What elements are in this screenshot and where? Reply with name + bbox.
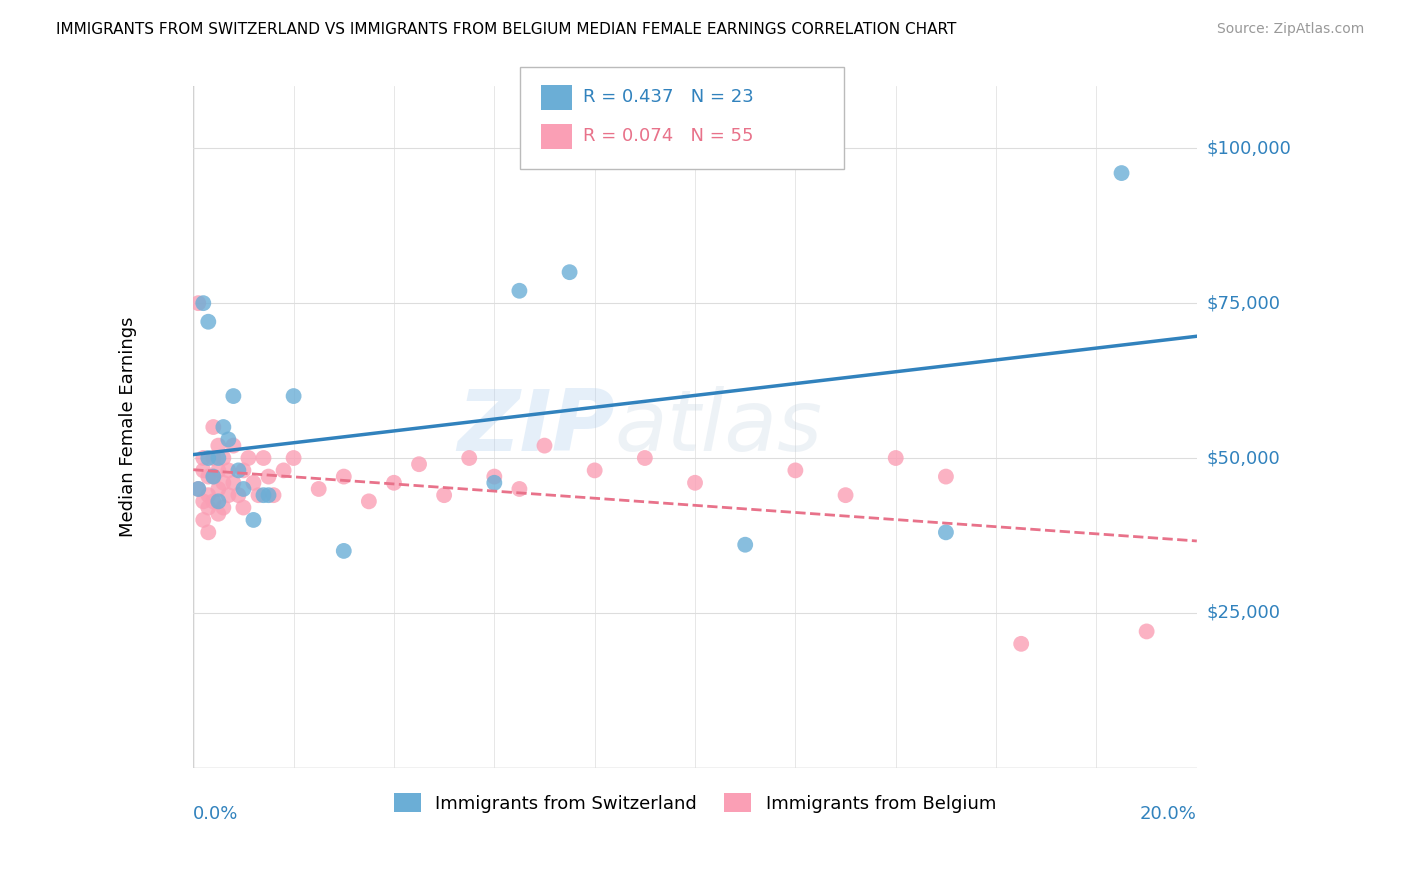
Point (197, 469, 219, 483)
Point (212, 500, 235, 515)
Point (333, 469, 356, 483)
Point (242, 475, 264, 490)
Point (232, 463, 254, 477)
Point (212, 450, 235, 465)
Point (382, 475, 405, 490)
Point (935, 525, 957, 540)
Point (232, 482, 254, 496)
Point (222, 439, 245, 453)
Point (207, 482, 229, 496)
Point (263, 488, 285, 502)
Text: $50,000: $50,000 (1206, 449, 1281, 467)
Point (197, 500, 219, 515)
Point (247, 488, 270, 502)
Point (283, 389, 305, 403)
Point (935, 469, 957, 483)
Point (187, 296, 209, 310)
Point (207, 439, 229, 453)
Point (683, 475, 706, 490)
Point (884, 450, 907, 465)
Point (193, 494, 215, 508)
Point (222, 389, 245, 403)
Point (197, 525, 219, 540)
Point (202, 420, 225, 434)
Text: ZIP: ZIP (457, 385, 614, 468)
Text: IMMIGRANTS FROM SWITZERLAND VS IMMIGRANTS FROM BELGIUM MEDIAN FEMALE EARNINGS CO: IMMIGRANTS FROM SWITZERLAND VS IMMIGRANT… (56, 22, 956, 37)
Point (273, 463, 295, 477)
Text: $100,000: $100,000 (1206, 139, 1292, 157)
Point (228, 463, 250, 477)
Point (634, 450, 657, 465)
Point (197, 488, 219, 502)
Text: $75,000: $75,000 (1206, 294, 1281, 312)
Point (197, 315, 219, 329)
Point (202, 494, 225, 508)
Point (212, 420, 235, 434)
Point (834, 488, 856, 502)
Text: 0.0%: 0.0% (193, 805, 239, 823)
Point (207, 507, 229, 521)
Point (558, 265, 581, 279)
Text: Source: ZipAtlas.com: Source: ZipAtlas.com (1216, 22, 1364, 37)
Point (785, 463, 807, 477)
Point (734, 538, 756, 552)
Point (333, 544, 356, 558)
Point (508, 482, 530, 496)
Text: $25,000: $25,000 (1206, 604, 1281, 622)
Point (187, 482, 209, 496)
Point (207, 450, 229, 465)
Point (212, 475, 235, 490)
Text: R = 0.437   N = 23: R = 0.437 N = 23 (583, 88, 754, 106)
Point (202, 469, 225, 483)
Point (1111, 166, 1133, 180)
Point (222, 475, 245, 490)
Point (242, 513, 264, 527)
Point (217, 463, 239, 477)
Point (257, 469, 280, 483)
Point (433, 488, 456, 502)
Point (193, 463, 215, 477)
Text: Median Female Earnings: Median Female Earnings (120, 317, 136, 537)
Point (408, 457, 430, 471)
Point (1136, 624, 1159, 639)
Point (207, 494, 229, 508)
Point (207, 463, 229, 477)
Point (193, 513, 215, 527)
Point (533, 439, 555, 453)
Point (232, 500, 254, 515)
Point (484, 469, 506, 483)
Point (197, 450, 219, 465)
Text: 20.0%: 20.0% (1140, 805, 1197, 823)
Point (217, 433, 239, 447)
Legend: Immigrants from Switzerland, Immigrants from Belgium: Immigrants from Switzerland, Immigrants … (387, 786, 1004, 820)
Point (193, 296, 215, 310)
Point (202, 450, 225, 465)
Point (484, 475, 506, 490)
Point (228, 488, 250, 502)
Point (583, 463, 606, 477)
Point (187, 482, 209, 496)
Point (252, 450, 274, 465)
Point (193, 450, 215, 465)
Text: atlas: atlas (614, 385, 823, 468)
Point (238, 450, 260, 465)
Point (283, 450, 305, 465)
Point (357, 494, 380, 508)
Point (202, 469, 225, 483)
Point (1010, 637, 1032, 651)
Point (508, 284, 530, 298)
Point (308, 482, 330, 496)
Point (252, 488, 274, 502)
Point (217, 488, 239, 502)
Text: R = 0.074   N = 55: R = 0.074 N = 55 (583, 128, 754, 145)
Point (458, 450, 481, 465)
Point (257, 488, 280, 502)
